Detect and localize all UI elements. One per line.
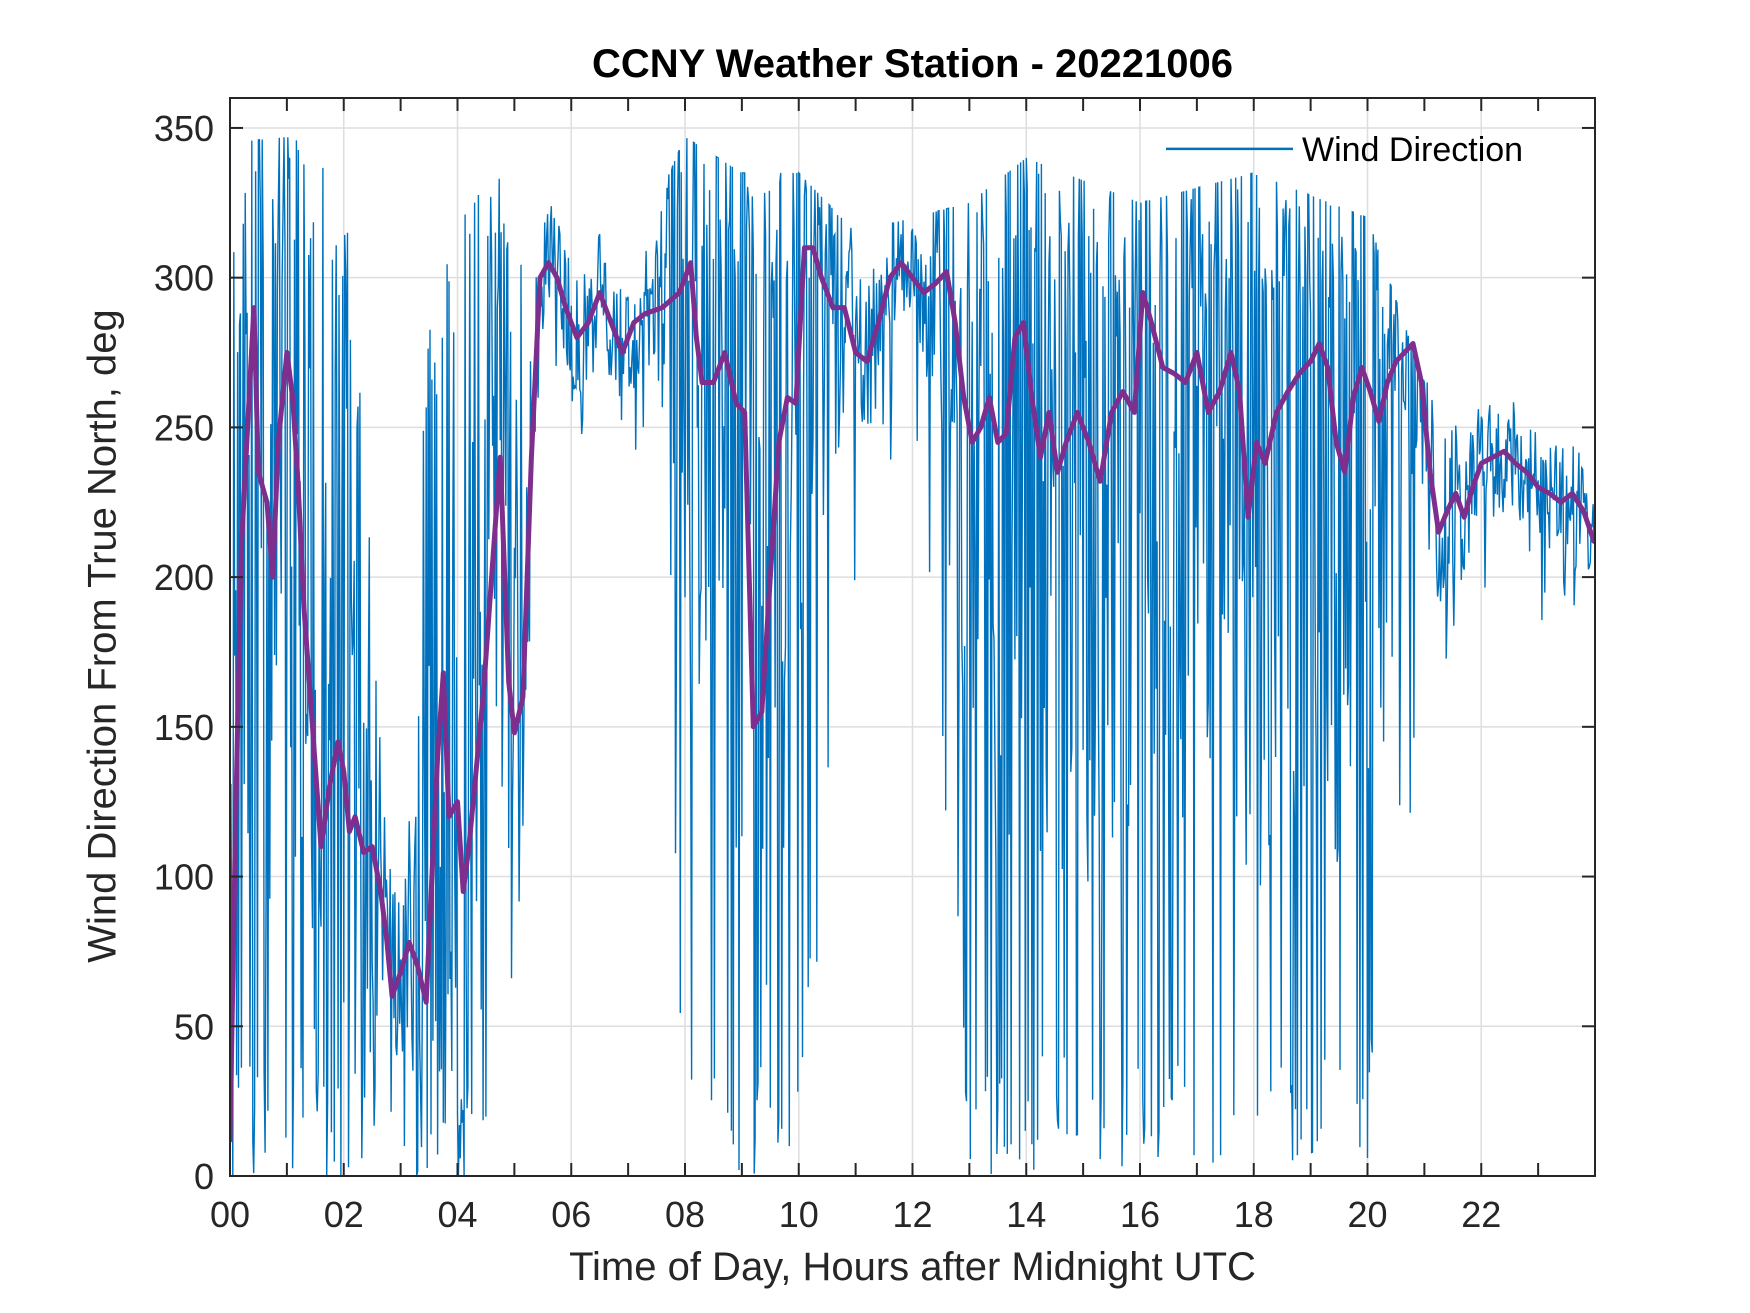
- x-tick-label: 02: [324, 1194, 364, 1235]
- x-tick-label: 12: [892, 1194, 932, 1235]
- x-axis-label: Time of Day, Hours after Midnight UTC: [569, 1245, 1256, 1289]
- y-tick-label: 0: [194, 1156, 214, 1197]
- running-mean-line: [230, 245, 1595, 1143]
- x-tick-label: 22: [1461, 1194, 1501, 1235]
- x-tick-label: 18: [1234, 1194, 1274, 1235]
- y-tick-label: 300: [154, 258, 214, 299]
- x-tick-label: 14: [1006, 1194, 1046, 1235]
- x-tick-label: 10: [779, 1194, 819, 1235]
- x-tick-label: 08: [665, 1194, 705, 1235]
- wind-direction-line: [230, 137, 1595, 1176]
- y-tick-label: 100: [154, 857, 214, 898]
- legend-label: Wind Direction: [1302, 131, 1523, 169]
- chart-title: CCNY Weather Station - 20221006: [592, 42, 1233, 86]
- y-tick-label: 350: [154, 108, 214, 149]
- y-tick-label: 200: [154, 557, 214, 598]
- axis-ticks: 00 02 04 06 08 10 12 14 16 18 20 22 0 50 100 150 200 250 3…: [154, 98, 1595, 1235]
- y-tick-label: 150: [154, 707, 214, 748]
- data-series: [230, 137, 1595, 1176]
- y-tick-label: 50: [174, 1006, 214, 1047]
- x-tick-label: 04: [437, 1194, 477, 1235]
- y-tick-label: 250: [154, 407, 214, 448]
- x-tick-label: 16: [1120, 1194, 1160, 1235]
- x-tick-label: 00: [210, 1194, 250, 1235]
- y-axis-label: Wind Direction From True North, deg: [80, 309, 125, 963]
- x-tick-label: 20: [1347, 1194, 1387, 1235]
- legend: Wind Direction: [1166, 131, 1523, 169]
- x-tick-label: 06: [551, 1194, 591, 1235]
